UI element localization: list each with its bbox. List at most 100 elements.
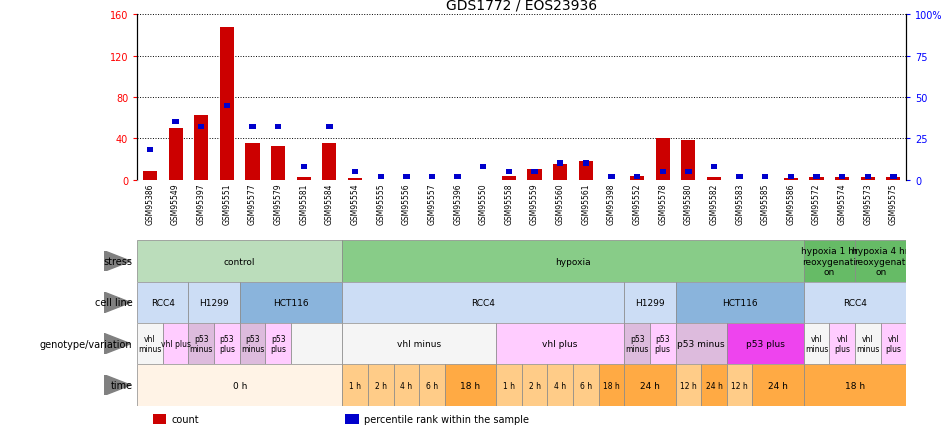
Bar: [419, 365, 445, 406]
Text: 6 h: 6 h: [426, 381, 438, 390]
Text: GSM95561: GSM95561: [581, 183, 590, 224]
Text: GSM95552: GSM95552: [633, 183, 641, 224]
Text: 18 h: 18 h: [603, 381, 620, 390]
Bar: [214, 323, 239, 365]
Text: 12 h: 12 h: [680, 381, 697, 390]
Polygon shape: [104, 293, 131, 313]
Text: GSM95585: GSM95585: [761, 183, 770, 224]
Bar: [454, 174, 461, 179]
Polygon shape: [104, 334, 131, 354]
Bar: [275, 125, 281, 130]
Bar: [250, 125, 255, 130]
Text: 24 h: 24 h: [706, 381, 723, 390]
Bar: [342, 241, 804, 282]
Text: GSM95583: GSM95583: [735, 183, 745, 224]
Text: vhl plus: vhl plus: [161, 339, 191, 349]
Text: count: count: [172, 414, 200, 424]
Bar: [727, 365, 752, 406]
Bar: [345, 414, 359, 424]
Bar: [496, 323, 624, 365]
Bar: [532, 169, 537, 174]
Bar: [137, 365, 342, 406]
Text: 1 h: 1 h: [503, 381, 515, 390]
Bar: [403, 174, 410, 179]
Bar: [245, 144, 259, 180]
Bar: [272, 147, 286, 180]
Bar: [188, 323, 214, 365]
Text: vhl
minus: vhl minus: [856, 334, 880, 354]
Bar: [137, 282, 188, 323]
Bar: [762, 174, 768, 179]
Bar: [804, 323, 830, 365]
Bar: [855, 323, 881, 365]
Text: control: control: [224, 257, 255, 266]
Bar: [630, 177, 644, 180]
Bar: [624, 282, 675, 323]
Text: RCC4: RCC4: [471, 298, 495, 307]
Text: GSM95550: GSM95550: [479, 183, 488, 225]
Text: GSM95398: GSM95398: [607, 183, 616, 224]
Text: p53
minus: p53 minus: [189, 334, 213, 354]
Text: p53 minus: p53 minus: [677, 339, 725, 349]
Bar: [188, 282, 239, 323]
Bar: [736, 174, 743, 179]
Text: hypoxia 4 hr
reoxygenati
on: hypoxia 4 hr reoxygenati on: [852, 247, 909, 276]
Bar: [814, 174, 820, 179]
Text: 1 h: 1 h: [349, 381, 361, 390]
Bar: [445, 365, 496, 406]
Text: p53
plus: p53 plus: [655, 334, 671, 354]
Bar: [522, 365, 548, 406]
Text: GSM95559: GSM95559: [530, 183, 539, 225]
Bar: [223, 103, 230, 108]
Bar: [659, 169, 666, 174]
Text: GSM95574: GSM95574: [837, 183, 847, 225]
Bar: [583, 161, 589, 166]
Bar: [496, 365, 522, 406]
Bar: [168, 128, 183, 180]
Text: 24 h: 24 h: [639, 381, 660, 390]
Text: HCT116: HCT116: [273, 298, 308, 307]
Text: GSM95578: GSM95578: [658, 183, 667, 224]
Bar: [685, 169, 692, 174]
Bar: [727, 323, 804, 365]
Bar: [368, 365, 394, 406]
Bar: [163, 323, 188, 365]
Bar: [573, 365, 599, 406]
Bar: [323, 144, 337, 180]
Text: GSM95586: GSM95586: [786, 183, 796, 224]
Text: 6 h: 6 h: [580, 381, 592, 390]
Bar: [835, 178, 850, 180]
Bar: [219, 28, 234, 180]
Text: GSM95558: GSM95558: [504, 183, 514, 224]
Bar: [342, 365, 368, 406]
Bar: [650, 323, 675, 365]
Bar: [172, 120, 179, 125]
Bar: [865, 174, 871, 179]
Bar: [480, 164, 486, 170]
Text: hypoxia 1 hr
reoxygenati
on: hypoxia 1 hr reoxygenati on: [801, 247, 858, 276]
Polygon shape: [104, 251, 131, 272]
Text: GSM95556: GSM95556: [402, 183, 411, 225]
Text: 18 h: 18 h: [461, 381, 481, 390]
Text: GSM95396: GSM95396: [453, 183, 463, 225]
Bar: [886, 178, 901, 180]
Bar: [137, 241, 342, 282]
Text: vhl
plus: vhl plus: [834, 334, 850, 354]
Text: GSM95582: GSM95582: [710, 183, 719, 224]
Bar: [788, 174, 794, 179]
Text: percentile rank within the sample: percentile rank within the sample: [364, 414, 529, 424]
Bar: [301, 164, 307, 170]
Bar: [342, 323, 496, 365]
Text: GSM95575: GSM95575: [889, 183, 898, 225]
Text: GSM95584: GSM95584: [324, 183, 334, 224]
Text: GSM95577: GSM95577: [248, 183, 257, 225]
Bar: [861, 178, 875, 180]
Text: GSM95554: GSM95554: [351, 183, 359, 225]
Bar: [890, 174, 897, 179]
Bar: [265, 323, 291, 365]
Bar: [855, 241, 906, 282]
Bar: [297, 178, 311, 180]
Bar: [804, 365, 906, 406]
Text: 24 h: 24 h: [768, 381, 788, 390]
Bar: [675, 282, 804, 323]
